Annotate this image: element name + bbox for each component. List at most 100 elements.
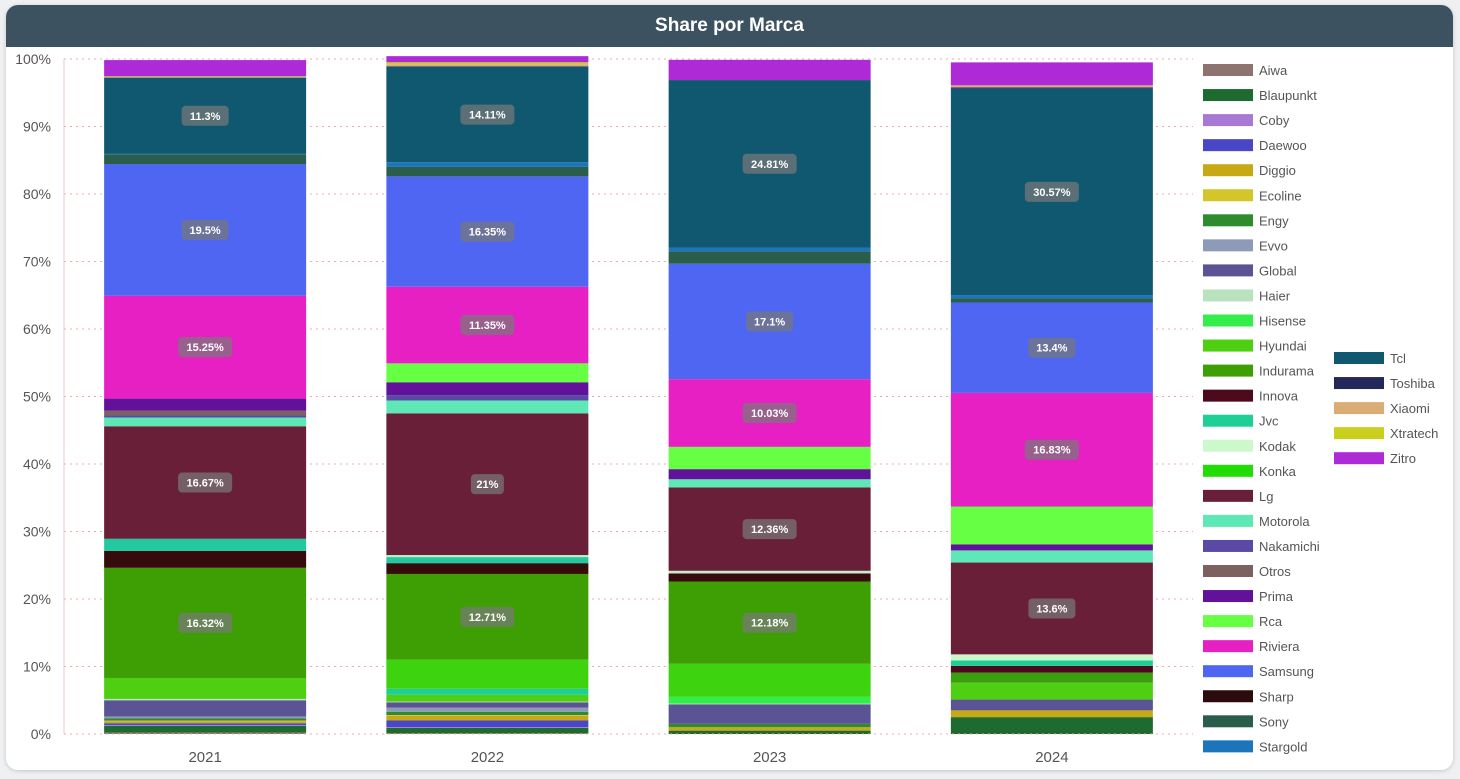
legend-item[interactable]: Innova: [1203, 389, 1299, 404]
legend-item[interactable]: Global: [1203, 263, 1297, 278]
legend-label[interactable]: Xtratech: [1390, 426, 1438, 441]
legend-item[interactable]: Daewoo: [1203, 138, 1307, 153]
legend-swatch[interactable]: [1203, 665, 1253, 678]
legend-label[interactable]: Prima: [1259, 589, 1294, 604]
legend-label[interactable]: Tcl: [1390, 351, 1406, 366]
bar-segment[interactable]: [386, 166, 589, 177]
legend-swatch[interactable]: [1203, 264, 1253, 277]
legend-swatch[interactable]: [1334, 427, 1384, 440]
bar-segment[interactable]: [668, 704, 871, 724]
bar-segment[interactable]: [668, 479, 871, 488]
legend-item[interactable]: Nakamichi: [1203, 539, 1320, 554]
bar-segment[interactable]: [950, 550, 1153, 563]
bar-segment[interactable]: [104, 698, 307, 701]
bar-segment[interactable]: [950, 672, 1153, 683]
bar-segment[interactable]: [668, 703, 871, 705]
legend-item[interactable]: Riviera: [1203, 639, 1300, 654]
legend-label[interactable]: Rca: [1259, 614, 1283, 629]
bar-segment[interactable]: [104, 725, 307, 733]
legend-swatch[interactable]: [1203, 740, 1253, 753]
legend-swatch[interactable]: [1334, 352, 1384, 364]
legend-swatch[interactable]: [1203, 414, 1253, 427]
legend-swatch[interactable]: [1203, 89, 1253, 102]
legend-swatch[interactable]: [1203, 640, 1253, 653]
legend-swatch[interactable]: [1203, 189, 1253, 202]
bar-segment[interactable]: [104, 732, 307, 734]
legend-label[interactable]: Otros: [1259, 564, 1291, 579]
legend-swatch[interactable]: [1203, 439, 1253, 452]
bar-segment[interactable]: [950, 699, 1153, 711]
legend-item[interactable]: Blaupunkt: [1203, 88, 1317, 103]
legend-swatch[interactable]: [1203, 489, 1253, 502]
legend-swatch[interactable]: [1203, 164, 1253, 177]
bar-segment[interactable]: [668, 570, 871, 574]
legend-item[interactable]: Toshiba: [1334, 376, 1436, 391]
legend-swatch[interactable]: [1203, 715, 1253, 728]
legend[interactable]: Aiwa Blaupunkt Coby Daewoo Diggio Ecoline Engy…: [1203, 63, 1438, 754]
legend-swatch[interactable]: [1203, 114, 1253, 127]
legend-label[interactable]: Jvc: [1259, 414, 1279, 429]
legend-label[interactable]: Engy: [1259, 213, 1289, 228]
bar-segment[interactable]: [668, 727, 871, 731]
bar-segment[interactable]: [386, 555, 589, 558]
bar-segment[interactable]: [950, 295, 1153, 299]
legend-swatch[interactable]: [1203, 239, 1253, 252]
bar-segment[interactable]: [104, 720, 307, 722]
legend-swatch[interactable]: [1203, 690, 1253, 703]
bar-segment[interactable]: [386, 64, 589, 67]
legend-label[interactable]: Hisense: [1259, 314, 1306, 329]
legend-item[interactable]: Rca: [1203, 614, 1283, 629]
legend-item[interactable]: Haier: [1203, 288, 1291, 303]
bar-segment[interactable]: [104, 153, 307, 155]
legend-label[interactable]: Aiwa: [1259, 63, 1288, 78]
legend-swatch[interactable]: [1203, 565, 1253, 577]
bar-segment[interactable]: [668, 730, 871, 734]
bar-segment[interactable]: [104, 538, 307, 551]
bar-segment[interactable]: [104, 721, 307, 724]
legend-label[interactable]: Daewoo: [1259, 138, 1307, 153]
bar-segment[interactable]: [104, 76, 307, 77]
legend-item[interactable]: Tcl: [1334, 351, 1406, 366]
bar-segment[interactable]: [668, 446, 871, 470]
legend-item[interactable]: Ecoline: [1203, 188, 1302, 203]
legend-item[interactable]: Konka: [1203, 464, 1297, 479]
legend-item[interactable]: Hyundai: [1203, 339, 1307, 354]
legend-label[interactable]: Diggio: [1259, 163, 1296, 178]
legend-label[interactable]: Blaupunkt: [1259, 88, 1317, 103]
legend-label[interactable]: Samsung: [1259, 664, 1314, 679]
legend-swatch[interactable]: [1203, 139, 1253, 152]
legend-label[interactable]: Haier: [1259, 288, 1291, 303]
legend-swatch[interactable]: [1203, 314, 1253, 327]
bar-segment[interactable]: [104, 417, 307, 427]
bar-segment[interactable]: [104, 415, 307, 418]
legend-label[interactable]: Hyundai: [1259, 339, 1307, 354]
legend-item[interactable]: Kodak: [1203, 439, 1296, 454]
legend-item[interactable]: Stargold: [1203, 739, 1307, 754]
legend-item[interactable]: Indurama: [1203, 364, 1315, 379]
bar-segment[interactable]: [386, 563, 589, 574]
bar-segment[interactable]: [386, 733, 589, 734]
legend-label[interactable]: Sharp: [1259, 689, 1294, 704]
bar-segment[interactable]: [386, 715, 589, 716]
legend-label[interactable]: Xiaomi: [1390, 401, 1430, 416]
bar-segment[interactable]: [668, 59, 871, 81]
bar-segment[interactable]: [386, 694, 589, 702]
bar-segment[interactable]: [668, 663, 871, 697]
legend-swatch[interactable]: [1203, 539, 1253, 552]
legend-label[interactable]: Indurama: [1259, 364, 1315, 379]
bar-segment[interactable]: [386, 56, 589, 63]
legend-item[interactable]: Samsung: [1203, 664, 1314, 679]
legend-item[interactable]: Evvo: [1203, 238, 1288, 253]
bar-segment[interactable]: [104, 550, 307, 568]
bar-segment[interactable]: [950, 87, 1153, 89]
bar-segment[interactable]: [104, 154, 307, 165]
bar-segment[interactable]: [386, 395, 589, 401]
legend-item[interactable]: Jvc: [1203, 414, 1279, 429]
legend-label[interactable]: Lg: [1259, 489, 1273, 504]
bar-segment[interactable]: [386, 727, 589, 728]
bar-segment[interactable]: [104, 725, 307, 726]
bar-segment[interactable]: [950, 62, 1153, 86]
legend-item[interactable]: Engy: [1203, 213, 1289, 228]
legend-item[interactable]: Lg: [1203, 489, 1273, 504]
bar-segment[interactable]: [668, 247, 871, 252]
